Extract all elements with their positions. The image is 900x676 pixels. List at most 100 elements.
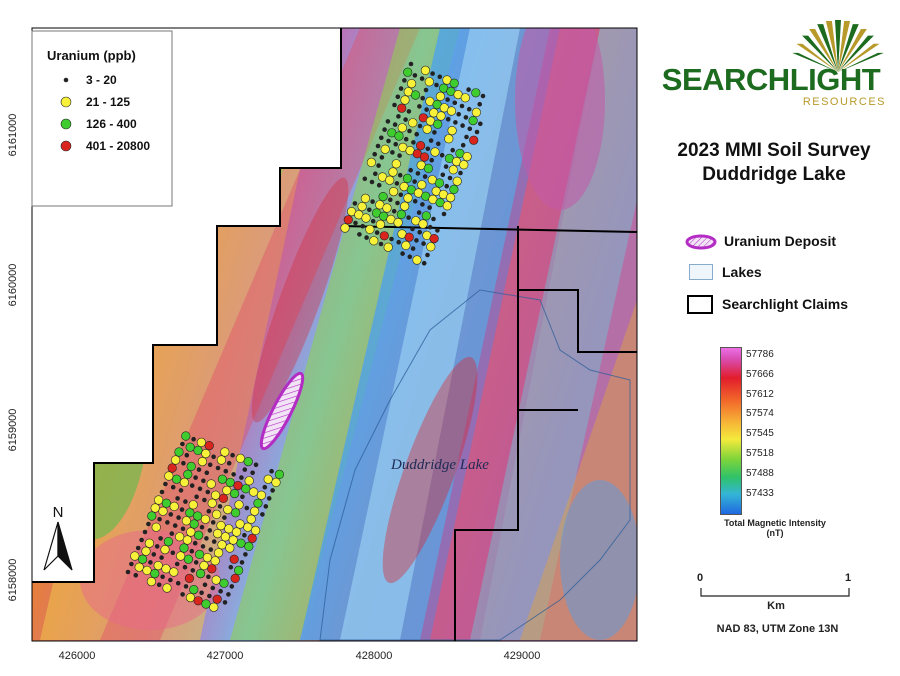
- survey-sample-dot: [456, 111, 462, 117]
- survey-sample-dot: [169, 567, 179, 577]
- survey-sample-dot: [448, 165, 458, 175]
- survey-sample-dot: [362, 176, 368, 182]
- survey-sample-dot: [370, 218, 376, 224]
- survey-sample-dot: [206, 574, 211, 580]
- survey-sample-dot: [256, 490, 267, 500]
- survey-sample-dot: [389, 187, 399, 197]
- survey-sample-dot: [146, 576, 156, 587]
- survey-sample-dot: [412, 198, 418, 204]
- survey-sample-dot: [466, 106, 472, 112]
- survey-sample-dot: [417, 104, 422, 109]
- survey-sample-dot: [220, 532, 230, 542]
- survey-sample-dot: [163, 481, 168, 487]
- survey-sample-dot: [228, 535, 238, 545]
- north-arrow-right-icon: [57, 521, 73, 571]
- uranium-class-symbol: [60, 118, 72, 130]
- claims-legend-icon: [687, 295, 713, 314]
- survey-sample-dot: [403, 136, 409, 142]
- uranium-class-symbol: [63, 77, 69, 83]
- survey-sample-dot: [416, 141, 426, 151]
- survey-sample-dot: [251, 525, 261, 536]
- survey-sample-dot: [216, 455, 226, 465]
- survey-sample-dot: [440, 172, 446, 178]
- survey-sample-dot: [210, 585, 216, 591]
- survey-sample-dot: [160, 544, 170, 555]
- survey-sample-dot: [404, 232, 414, 242]
- survey-sample-dot: [446, 106, 457, 116]
- survey-sample-dot: [447, 126, 457, 136]
- survey-sample-dot: [200, 514, 210, 524]
- survey-sample-dot: [193, 596, 203, 606]
- survey-sample-dot: [204, 470, 210, 476]
- uranium-class-symbol: [60, 96, 72, 108]
- survey-sample-dot: [174, 447, 184, 457]
- survey-sample-dot: [207, 462, 213, 468]
- survey-sample-dot: [422, 174, 428, 179]
- survey-sample-dot: [204, 441, 214, 451]
- survey-sample-dot: [189, 548, 195, 554]
- survey-sample-dot: [162, 583, 172, 593]
- survey-sample-dot: [185, 508, 195, 518]
- survey-sample-dot: [184, 452, 190, 458]
- survey-sample-dot: [206, 508, 212, 514]
- survey-sample-dot: [357, 232, 362, 237]
- survey-sample-dot: [378, 135, 384, 141]
- survey-sample-dot: [412, 73, 418, 78]
- survey-sample-dot: [407, 128, 412, 134]
- survey-sample-dot: [174, 561, 180, 567]
- legend-claims: Searchlight Claims: [722, 296, 849, 312]
- survey-sample-dot: [364, 235, 369, 240]
- survey-sample-dot: [477, 121, 483, 127]
- survey-sample-dot: [215, 465, 221, 471]
- y-tick-label: 6161000: [7, 114, 19, 157]
- survey-sample-dot: [424, 77, 434, 87]
- colorbar-tick-label: 57666: [746, 368, 774, 380]
- survey-sample-dot: [418, 219, 428, 229]
- survey-sample-dot: [366, 207, 372, 213]
- survey-sample-dot: [353, 220, 358, 226]
- survey-sample-dot: [394, 131, 404, 141]
- survey-sample-dot: [366, 157, 377, 167]
- survey-sample-dot: [185, 592, 195, 603]
- survey-sample-dot: [130, 551, 140, 561]
- survey-sample-dot: [142, 529, 148, 535]
- survey-sample-dot: [433, 119, 443, 129]
- uranium-deposit-outline: [259, 371, 305, 451]
- survey-sample-dot: [406, 109, 412, 114]
- survey-sample-dot: [193, 475, 198, 480]
- survey-sample-dot: [378, 241, 384, 247]
- survey-sample-dot: [170, 484, 176, 490]
- survey-sample-dot: [226, 592, 231, 597]
- survey-sample-dot: [460, 93, 470, 103]
- survey-sample-dot: [429, 157, 435, 163]
- survey-sample-dot: [147, 511, 157, 521]
- survey-sample-dot: [189, 519, 199, 529]
- scale-start: 0: [697, 572, 704, 584]
- survey-sample-dot: [426, 242, 436, 252]
- x-tick-label: 427000: [207, 650, 244, 662]
- survey-sample-dot: [159, 489, 165, 495]
- survey-sample-dot: [412, 179, 417, 184]
- colorbar-tick-label: 57786: [746, 349, 774, 360]
- survey-sample-dot: [230, 489, 240, 499]
- survey-sample-dot: [223, 468, 229, 474]
- x-tick-label: 428000: [356, 650, 393, 662]
- survey-sample-dot: [231, 472, 236, 477]
- survey-sample-dot: [274, 469, 285, 480]
- survey-sample-dot: [223, 505, 233, 515]
- survey-sample-dot: [396, 239, 402, 245]
- survey-sample-dot: [180, 526, 186, 532]
- survey-sample-dot: [154, 495, 164, 505]
- survey-sample-dot: [193, 560, 199, 565]
- survey-sample-dot: [201, 599, 211, 609]
- survey-sample-dot: [235, 453, 245, 464]
- survey-sample-dot: [361, 213, 371, 223]
- survey-sample-dot: [158, 506, 168, 516]
- survey-sample-dot: [402, 78, 407, 83]
- survey-sample-dot: [239, 475, 244, 480]
- survey-sample-dot: [468, 115, 478, 126]
- survey-sample-dot: [422, 124, 432, 134]
- survey-sample-dot: [407, 254, 413, 260]
- survey-sample-dot: [434, 178, 445, 188]
- survey-sample-dot: [406, 215, 411, 220]
